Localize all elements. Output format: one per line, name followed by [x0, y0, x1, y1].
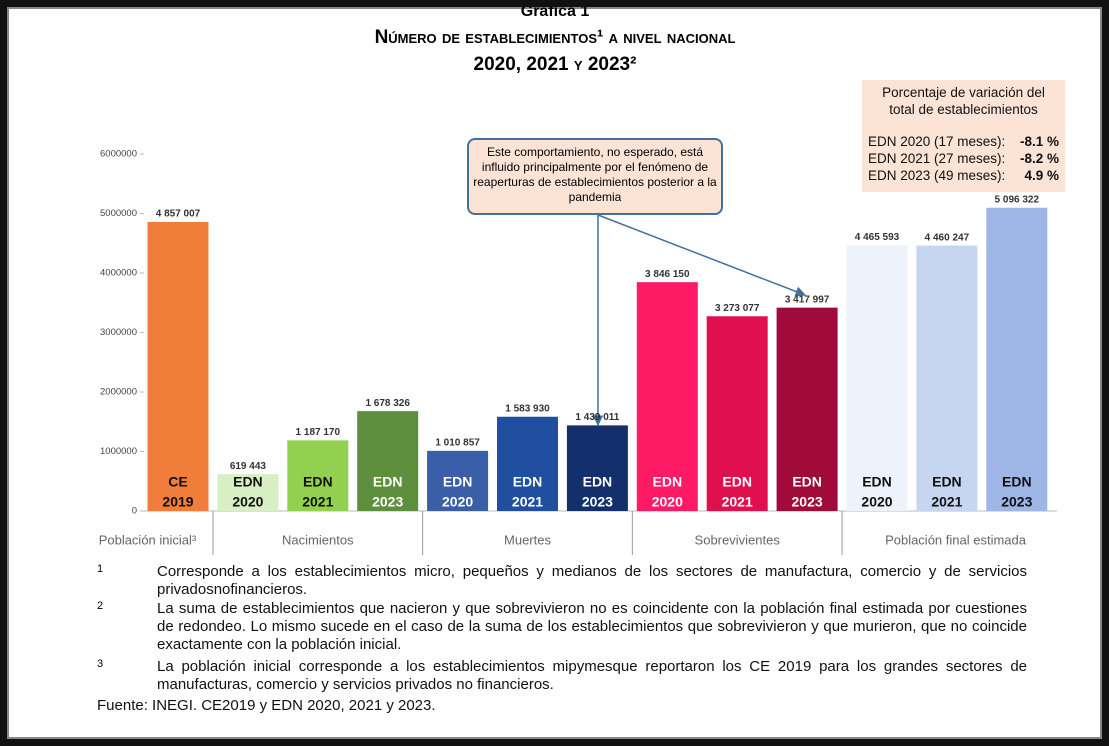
note-marker: 3	[97, 658, 104, 670]
variation-row: EDN 2020 (17 meses): -8.1 %	[868, 133, 1059, 150]
group-label: Sobrevivientes	[695, 532, 781, 547]
y-tick-label: 0	[132, 506, 137, 517]
category-label: 2021	[722, 494, 753, 510]
variation-box: Porcentaje de variación del total de est…	[862, 80, 1065, 192]
bar	[986, 207, 1048, 511]
note-text: La suma de establecimientos que nacieron…	[157, 600, 1027, 653]
variation-value: -8.1 %	[1019, 134, 1059, 149]
note-marker: 2	[97, 600, 104, 612]
value-label: 1 583 930	[505, 403, 550, 414]
bar	[566, 425, 628, 511]
category-label: EDN	[1002, 474, 1032, 490]
y-tick-label: 6000000	[100, 149, 137, 160]
bar	[636, 282, 698, 511]
variation-value: 4.9 %	[1024, 168, 1059, 183]
value-label: 3 417 997	[785, 294, 830, 305]
bar	[357, 411, 419, 511]
bar	[916, 245, 978, 512]
category-label: 2021	[302, 494, 333, 510]
bar	[147, 222, 209, 511]
variation-row: EDN 2023 (49 meses): 4.9 %	[868, 167, 1059, 184]
note-text: La población inicial corresponde a los e…	[157, 658, 1027, 693]
group-label: Nacimientos	[282, 532, 354, 547]
category-label: 2021	[512, 494, 543, 510]
arrow	[597, 214, 806, 297]
category-label: 2023	[1001, 494, 1032, 510]
chart-subtitle: 2020, 2021 y 2023²	[474, 54, 637, 75]
bar	[427, 450, 489, 511]
category-label: 2020	[442, 494, 473, 510]
y-tick-label: 2000000	[100, 387, 137, 398]
y-tick-label: 3000000	[100, 327, 137, 338]
bar	[217, 474, 279, 511]
category-label: 2020	[652, 494, 683, 510]
group-label: Población final estimada	[885, 532, 1027, 547]
bar	[287, 440, 349, 511]
variation-label: EDN 2023 (49 meses):	[868, 168, 1006, 183]
category-label: 2020	[232, 494, 263, 510]
category-label: EDN	[932, 474, 962, 490]
value-label: 1 678 326	[365, 398, 410, 409]
category-label: CE	[168, 474, 187, 490]
category-label: 2021	[931, 494, 962, 510]
value-label: 4 460 247	[925, 232, 970, 243]
variation-value: -8.2 %	[1019, 151, 1059, 166]
category-label: EDN	[233, 474, 263, 490]
category-label: 2019	[162, 494, 193, 510]
value-label: 1 187 170	[296, 427, 341, 438]
variation-title: Porcentaje de variación del total de est…	[882, 85, 1045, 117]
note-marker: 1	[97, 563, 104, 575]
y-tick-label: 4000000	[100, 268, 137, 279]
note-text: Corresponde a los establecimientos micro…	[157, 563, 1027, 598]
y-tick-label: 1000000	[100, 446, 137, 457]
source: Fuente: INEGI. CE2019 y EDN 2020, 2021 y…	[97, 697, 436, 714]
value-label: 1 010 857	[435, 437, 480, 448]
value-label: 4 857 007	[156, 209, 201, 220]
bar	[497, 416, 558, 511]
value-label: 1 439 011	[575, 412, 619, 423]
variation-label: EDN 2020 (17 meses):	[868, 134, 1006, 149]
value-label: 4 465 593	[855, 232, 900, 243]
category-label: 2023	[582, 494, 613, 510]
category-label: 2020	[861, 494, 892, 510]
value-label: 5 096 322	[995, 194, 1040, 205]
category-label: EDN	[373, 474, 403, 490]
category-label: EDN	[792, 474, 822, 490]
category-label: EDN	[722, 474, 752, 490]
variation-label: EDN 2021 (27 meses):	[868, 151, 1006, 166]
bar	[706, 316, 768, 511]
category-label: EDN	[862, 474, 892, 490]
group-label: Muertes	[504, 532, 551, 547]
annotation: Este comportamiento, no esperado, está i…	[467, 138, 723, 215]
chart-title: Número de establecimientos¹ a nivel naci…	[375, 27, 736, 48]
bar	[776, 307, 838, 511]
caption: Gráfica 1	[521, 7, 590, 20]
bar	[846, 245, 908, 511]
category-label: EDN	[303, 474, 333, 490]
category-label: 2023	[792, 494, 823, 510]
category-label: EDN	[443, 474, 473, 490]
y-tick-label: 5000000	[100, 208, 137, 219]
chart: Gráfica 1 Número de establecimientos¹ a …	[99, 7, 1057, 555]
category-label: EDN	[583, 474, 613, 490]
value-label: 619 443	[230, 461, 267, 472]
category-label: EDN	[513, 474, 543, 490]
category-label: 2023	[372, 494, 403, 510]
variation-row: EDN 2021 (27 meses): -8.2 %	[868, 150, 1059, 167]
value-label: 3 273 077	[715, 303, 760, 314]
category-label: EDN	[653, 474, 683, 490]
value-label: 3 846 150	[645, 269, 690, 280]
group-label: Población inicial³	[99, 532, 197, 547]
